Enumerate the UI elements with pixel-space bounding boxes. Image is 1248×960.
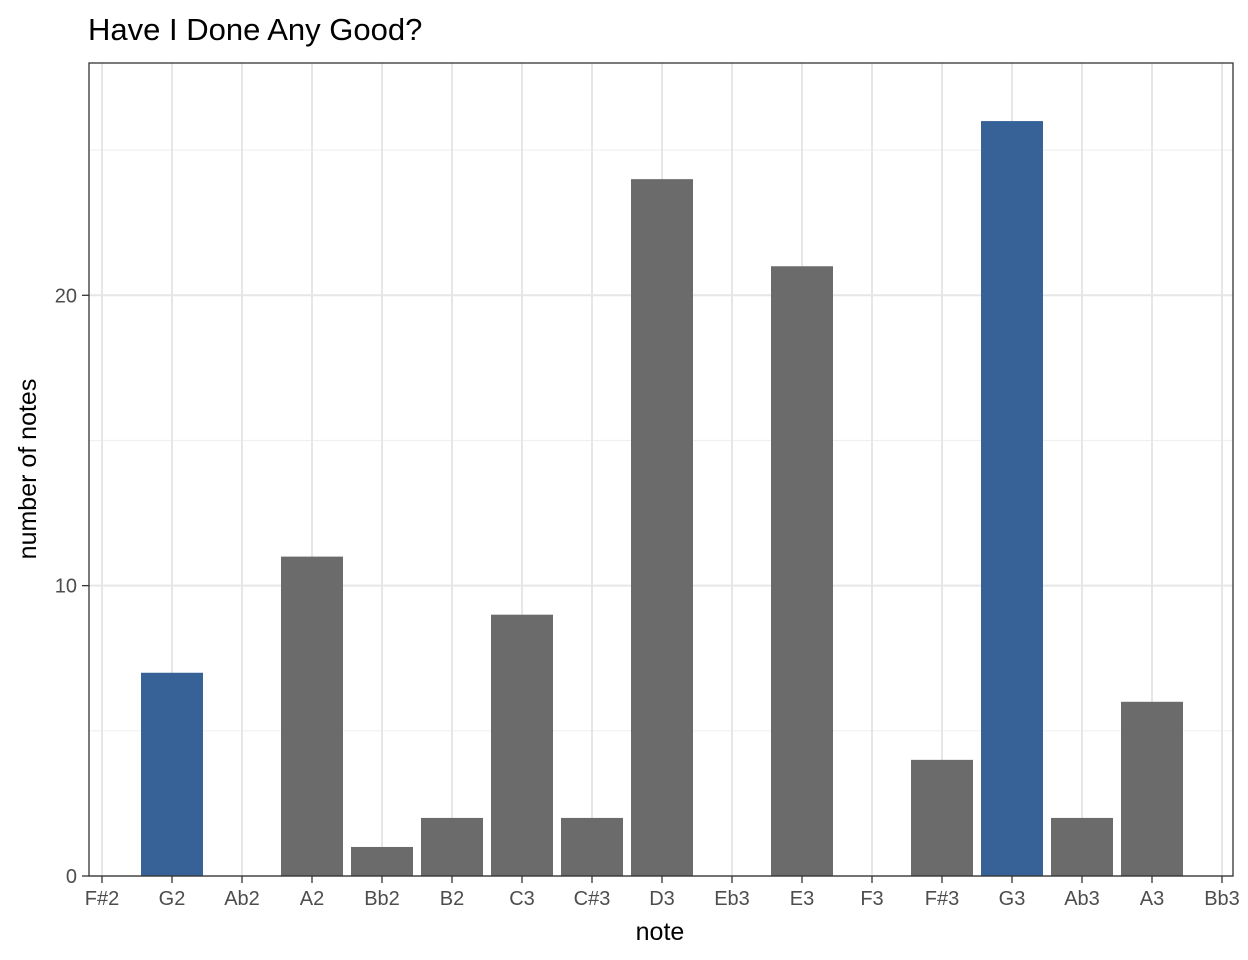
x-tick-label: Ab3 bbox=[1064, 888, 1100, 910]
bar-bb2 bbox=[351, 846, 413, 876]
bar-fsharp3 bbox=[911, 759, 973, 876]
axes: 0 10 20 F#2 G2 Ab2 A2 Bb2 B2 C3 C#3 D3 Eb3 E3 F3 F#3 G3 A… bbox=[55, 285, 1240, 910]
bar-g2 bbox=[141, 672, 203, 876]
bar-a3 bbox=[1121, 701, 1183, 876]
x-tick-label: A2 bbox=[300, 888, 324, 910]
bar-a2 bbox=[281, 556, 343, 876]
x-tick-label: Eb3 bbox=[714, 888, 750, 910]
chart-title: Have I Done Any Good? bbox=[88, 12, 422, 47]
x-tick-label: C3 bbox=[509, 888, 535, 910]
y-tick-label: 20 bbox=[55, 285, 77, 307]
x-tick-label: G3 bbox=[999, 888, 1026, 910]
x-tick-label: F#2 bbox=[85, 888, 119, 910]
bar-csharp3 bbox=[561, 817, 623, 876]
x-tick-label: Bb2 bbox=[364, 888, 400, 910]
x-tick-label: A3 bbox=[1140, 888, 1164, 910]
x-tick-label: G2 bbox=[159, 888, 186, 910]
y-axis-title: number of notes bbox=[14, 379, 42, 560]
x-tick-label: F#3 bbox=[925, 888, 959, 910]
bar-c3 bbox=[491, 614, 553, 876]
x-tick-label: Bb3 bbox=[1204, 888, 1240, 910]
x-tick-label: D3 bbox=[649, 888, 675, 910]
bars bbox=[141, 121, 1183, 877]
x-tick-label: C#3 bbox=[574, 888, 611, 910]
bar-g3 bbox=[981, 121, 1043, 877]
bar-ab3 bbox=[1051, 817, 1113, 876]
bar-d3 bbox=[631, 179, 693, 877]
y-tick-label: 10 bbox=[55, 576, 77, 598]
bar-e3 bbox=[771, 266, 833, 876]
plot-panel-border bbox=[88, 62, 1234, 877]
y-tick-label: 0 bbox=[66, 866, 77, 888]
bar-b2 bbox=[421, 817, 483, 876]
x-tick-label: Ab2 bbox=[224, 888, 260, 910]
x-axis-title: note bbox=[636, 918, 685, 946]
x-tick-label: E3 bbox=[790, 888, 814, 910]
x-tick-label: F3 bbox=[860, 888, 883, 910]
x-tick-label: B2 bbox=[440, 888, 464, 910]
